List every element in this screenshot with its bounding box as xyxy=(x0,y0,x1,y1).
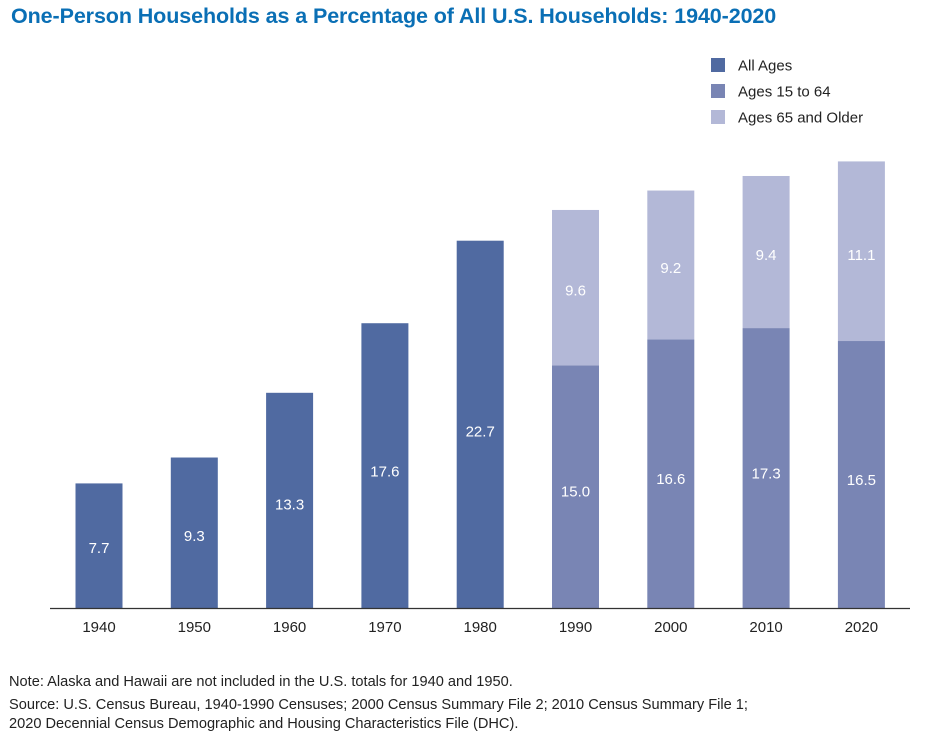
x-tick-labels: 1940 1950 1960 1970 1980 1990 2000 2010 2020 xyxy=(82,619,878,636)
legend-label: Ages 15 to 64 xyxy=(738,84,831,101)
source-text-line-2: 2020 Decennial Census Demographic and Ho… xyxy=(9,716,519,732)
bars-layer xyxy=(75,161,885,608)
data-labels-layer: 7.7 9.3 13.3 17.6 22.7 15.0 9.6 16.6 9.2 17.3 9.4 1… xyxy=(89,247,876,557)
data-label: 17.6 xyxy=(370,463,399,480)
legend-label: All Ages xyxy=(738,58,792,75)
legend-swatch xyxy=(711,58,725,72)
data-label: 22.7 xyxy=(466,424,495,441)
legend-label: Ages 65 and Older xyxy=(738,110,863,127)
legend-item: Ages 65 and Older xyxy=(711,110,863,127)
data-label: 11.1 xyxy=(847,247,875,264)
data-label: 9.4 xyxy=(756,247,777,264)
bar-ages-15-to-64-2010 xyxy=(742,328,790,608)
x-tick-label: 1970 xyxy=(368,619,401,636)
data-label: 9.6 xyxy=(565,283,586,300)
legend-item: All Ages xyxy=(711,58,792,75)
data-label: 9.2 xyxy=(660,260,681,277)
note-text: Note: Alaska and Hawaii are not included… xyxy=(9,674,513,690)
x-tick-label: 2010 xyxy=(749,619,782,636)
bar-all-ages-1960 xyxy=(266,392,314,608)
legend: All Ages Ages 15 to 64 Ages 65 and Older xyxy=(711,58,863,127)
x-tick-label: 2000 xyxy=(654,619,687,636)
bar-ages-65-and-older-2010 xyxy=(742,175,790,329)
bar-all-ages-1970 xyxy=(361,323,409,608)
bar-all-ages-1950 xyxy=(170,457,218,608)
source-text-line-1: Source: U.S. Census Bureau, 1940-1990 Ce… xyxy=(9,697,748,713)
x-tick-label: 1950 xyxy=(178,619,211,636)
legend-item: Ages 15 to 64 xyxy=(711,84,831,101)
bar-ages-15-to-64-1990 xyxy=(552,365,599,608)
bar-all-ages-1940 xyxy=(75,483,123,608)
x-tick-label: 1990 xyxy=(559,619,592,636)
data-label: 7.7 xyxy=(89,540,110,557)
data-label: 17.3 xyxy=(751,466,780,483)
data-label: 15.0 xyxy=(561,484,590,501)
bar-ages-15-to-64-2020 xyxy=(837,341,885,608)
bar-ages-65-and-older-2000 xyxy=(647,190,695,340)
bar-ages-65-and-older-1990 xyxy=(552,209,599,366)
x-tick-label: 1940 xyxy=(82,619,115,636)
chart-canvas: 7.7 9.3 13.3 17.6 22.7 15.0 9.6 16.6 9.2 17.3 9.4 1… xyxy=(50,58,910,636)
chart-title: One-Person Households as a Percentage of… xyxy=(11,4,777,28)
bar-ages-15-to-64-2000 xyxy=(647,339,695,608)
x-tick-label: 1980 xyxy=(464,619,497,636)
data-label: 9.3 xyxy=(184,528,205,545)
data-label: 13.3 xyxy=(275,497,304,514)
x-tick-label: 1960 xyxy=(273,619,306,636)
legend-swatch xyxy=(711,110,725,124)
legend-swatch xyxy=(711,84,725,98)
footnotes: Note: Alaska and Hawaii are not included… xyxy=(9,673,748,734)
data-label: 16.5 xyxy=(847,472,876,489)
bar-all-ages-1980 xyxy=(456,240,504,608)
x-tick-label: 2020 xyxy=(845,619,878,636)
bar-ages-65-and-older-2020 xyxy=(837,161,885,342)
data-label: 16.6 xyxy=(656,471,685,488)
